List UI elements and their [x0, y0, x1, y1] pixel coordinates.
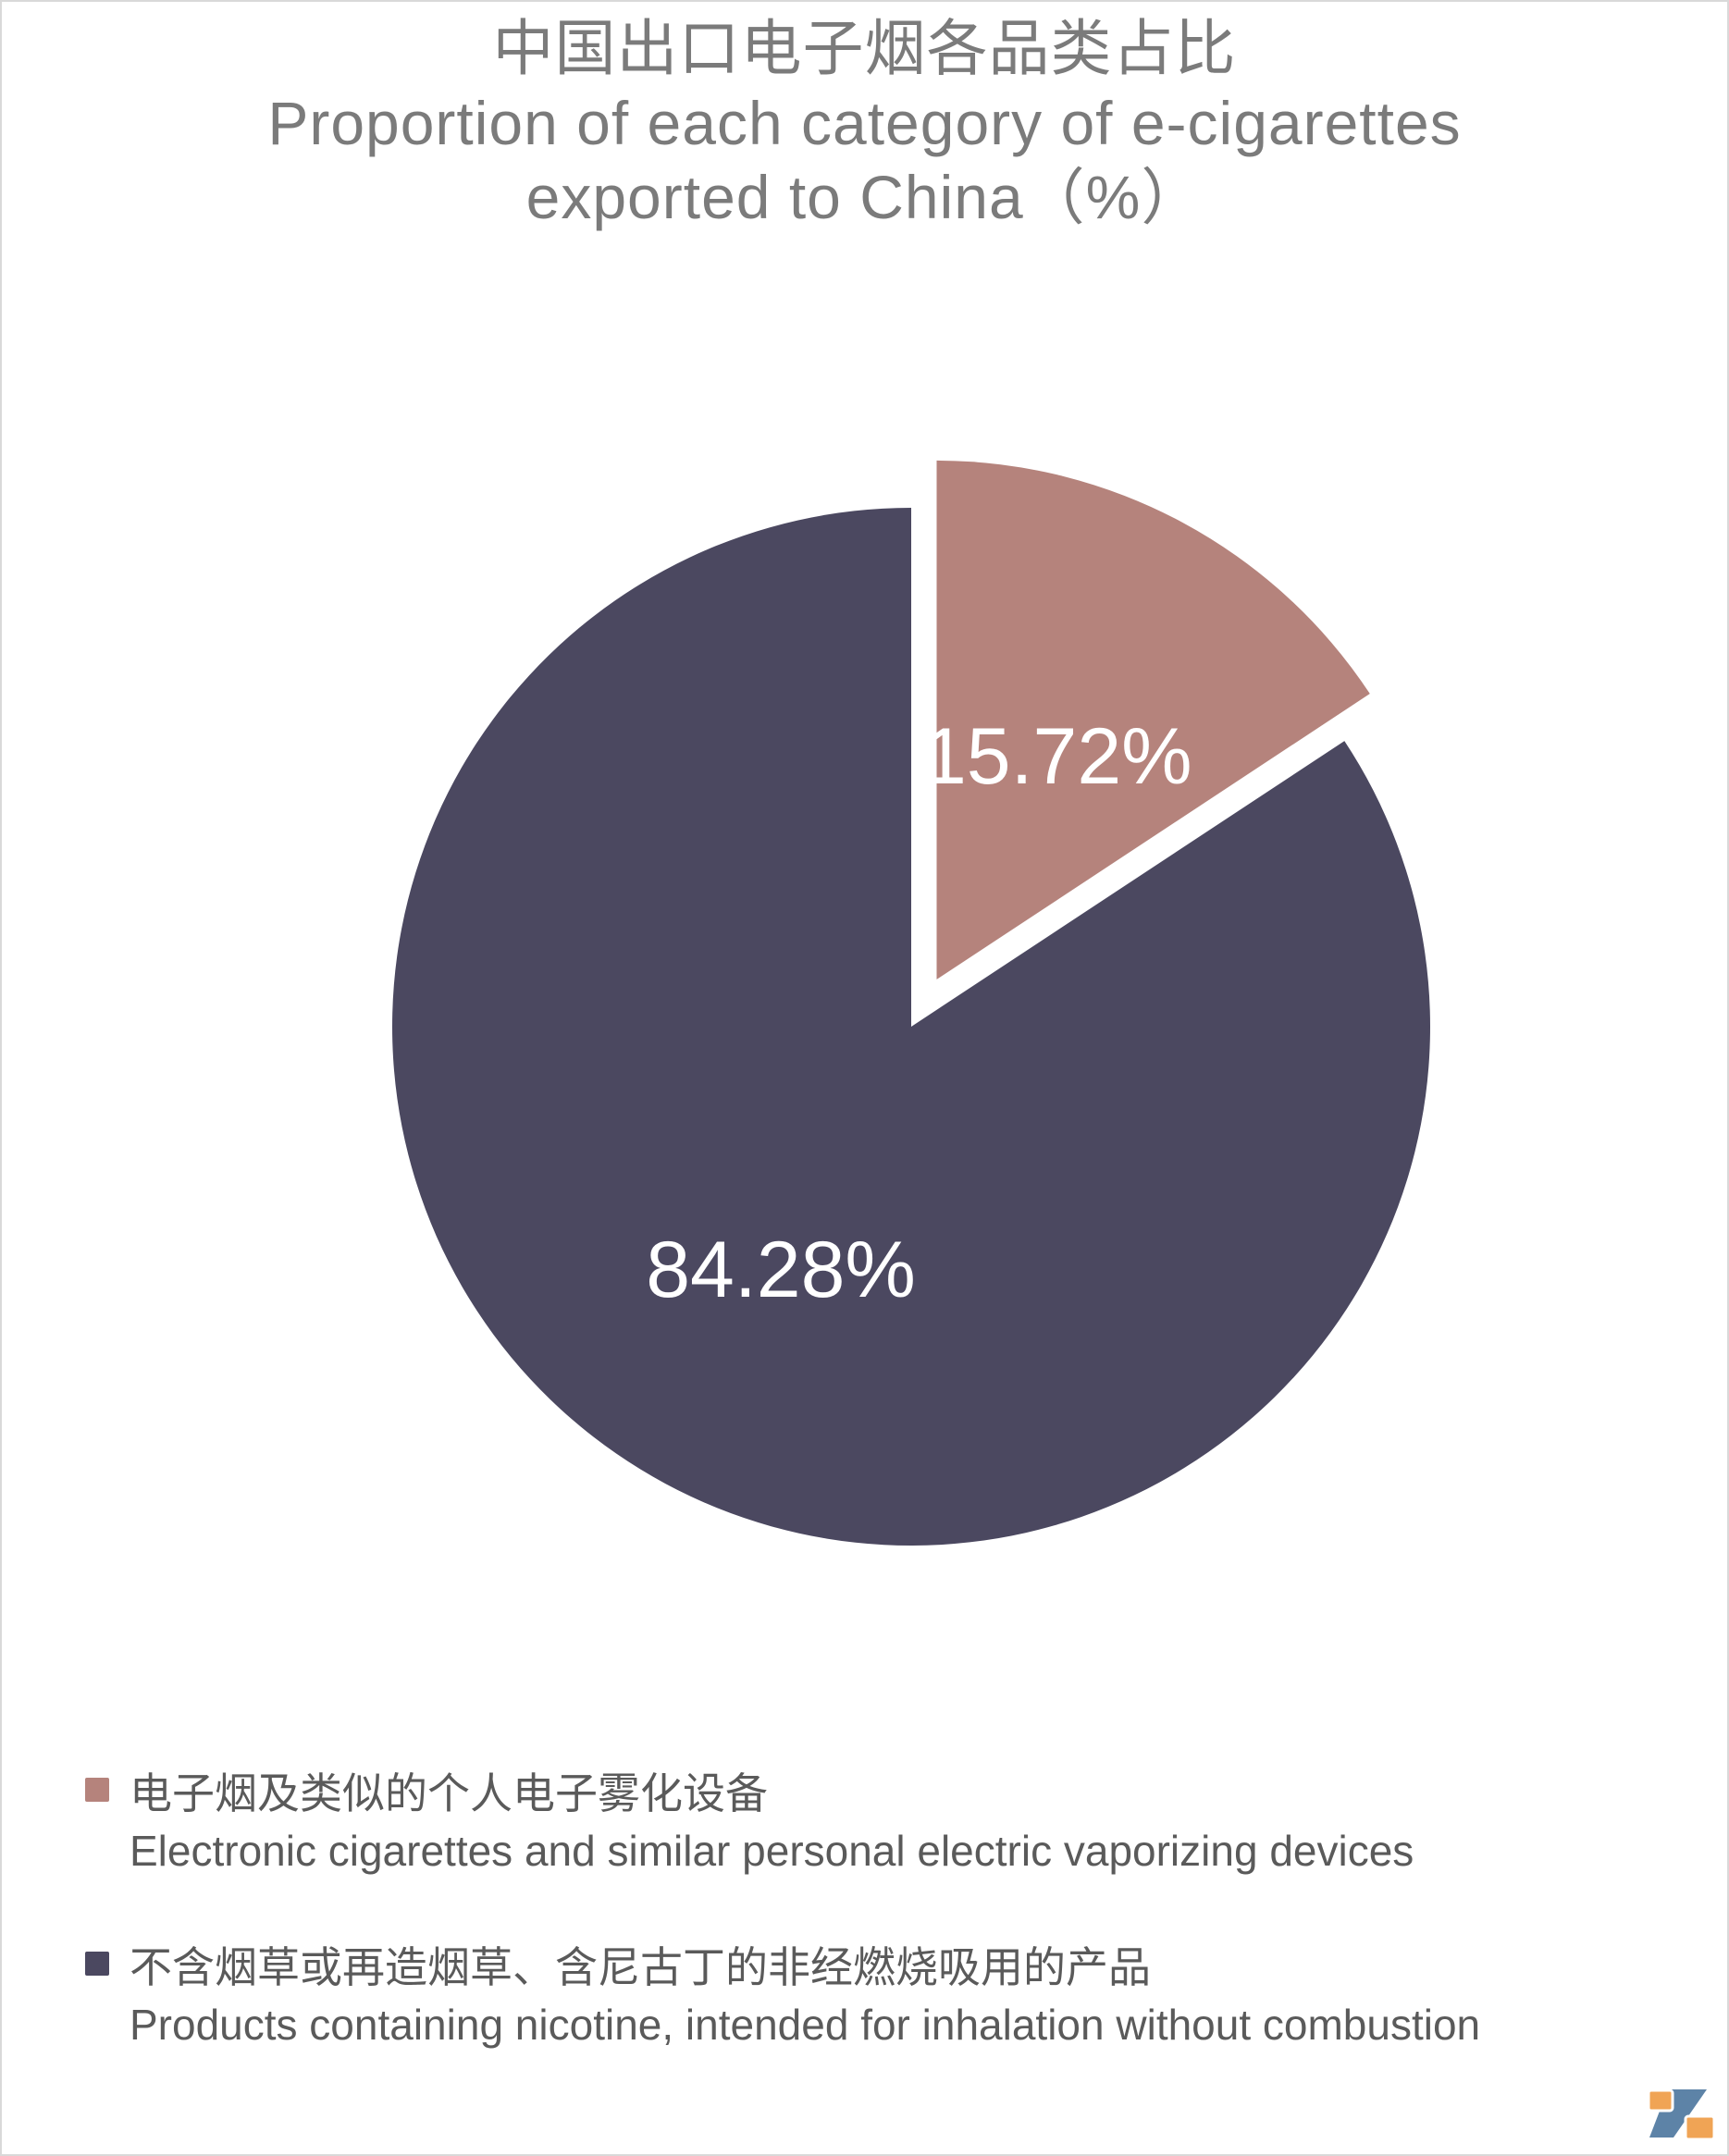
pie-data-label-0: 15.72% [922, 712, 1192, 801]
legend-label-zh: 不含烟草或再造烟草、含尼古丁的非经燃烧吸用的产品 [130, 1943, 1151, 1991]
pie-slice-1 [391, 508, 1430, 1546]
chart-title-en-line2: exported to China（%） [525, 163, 1204, 232]
chart-title: 中国出口电子烟各品类占比 Proportion of each category… [2, 11, 1727, 235]
legend-marker-pink [85, 1778, 109, 1802]
legend-item-ecigarettes: 电子烟及类似的个人电子雾化设备 Electronic cigarettes an… [85, 1765, 1480, 1879]
legend-item-nicotine-products: 不含烟草或再造烟草、含尼古丁的非经燃烧吸用的产品 Products contai… [85, 1939, 1480, 2053]
legend-text: 不含烟草或再造烟草、含尼古丁的非经燃烧吸用的产品 Products contai… [130, 1939, 1480, 2053]
logo-square-bottom [1684, 2114, 1716, 2141]
pie-slice-0 [936, 460, 1370, 979]
logo-square-top [1648, 2088, 1674, 2113]
chart-title-zh: 中国出口电子烟各品类占比 [492, 14, 1237, 82]
legend-label-zh: 电子烟及类似的个人电子雾化设备 [130, 1769, 768, 1817]
pie-data-label-1: 84.28% [646, 1226, 916, 1314]
brand-logo [1648, 2088, 1716, 2141]
chart-title-en-line1: Proportion of each category of e-cigaret… [267, 88, 1462, 157]
legend-label-en: Products containing nicotine, intended f… [130, 2001, 1481, 2049]
legend-text: 电子烟及类似的个人电子雾化设备 Electronic cigarettes an… [130, 1765, 1414, 1879]
legend-marker-dark [85, 1952, 109, 1976]
legend: 电子烟及类似的个人电子雾化设备 Electronic cigarettes an… [85, 1765, 1480, 2053]
legend-label-en: Electronic cigarettes and similar person… [130, 1827, 1414, 1875]
